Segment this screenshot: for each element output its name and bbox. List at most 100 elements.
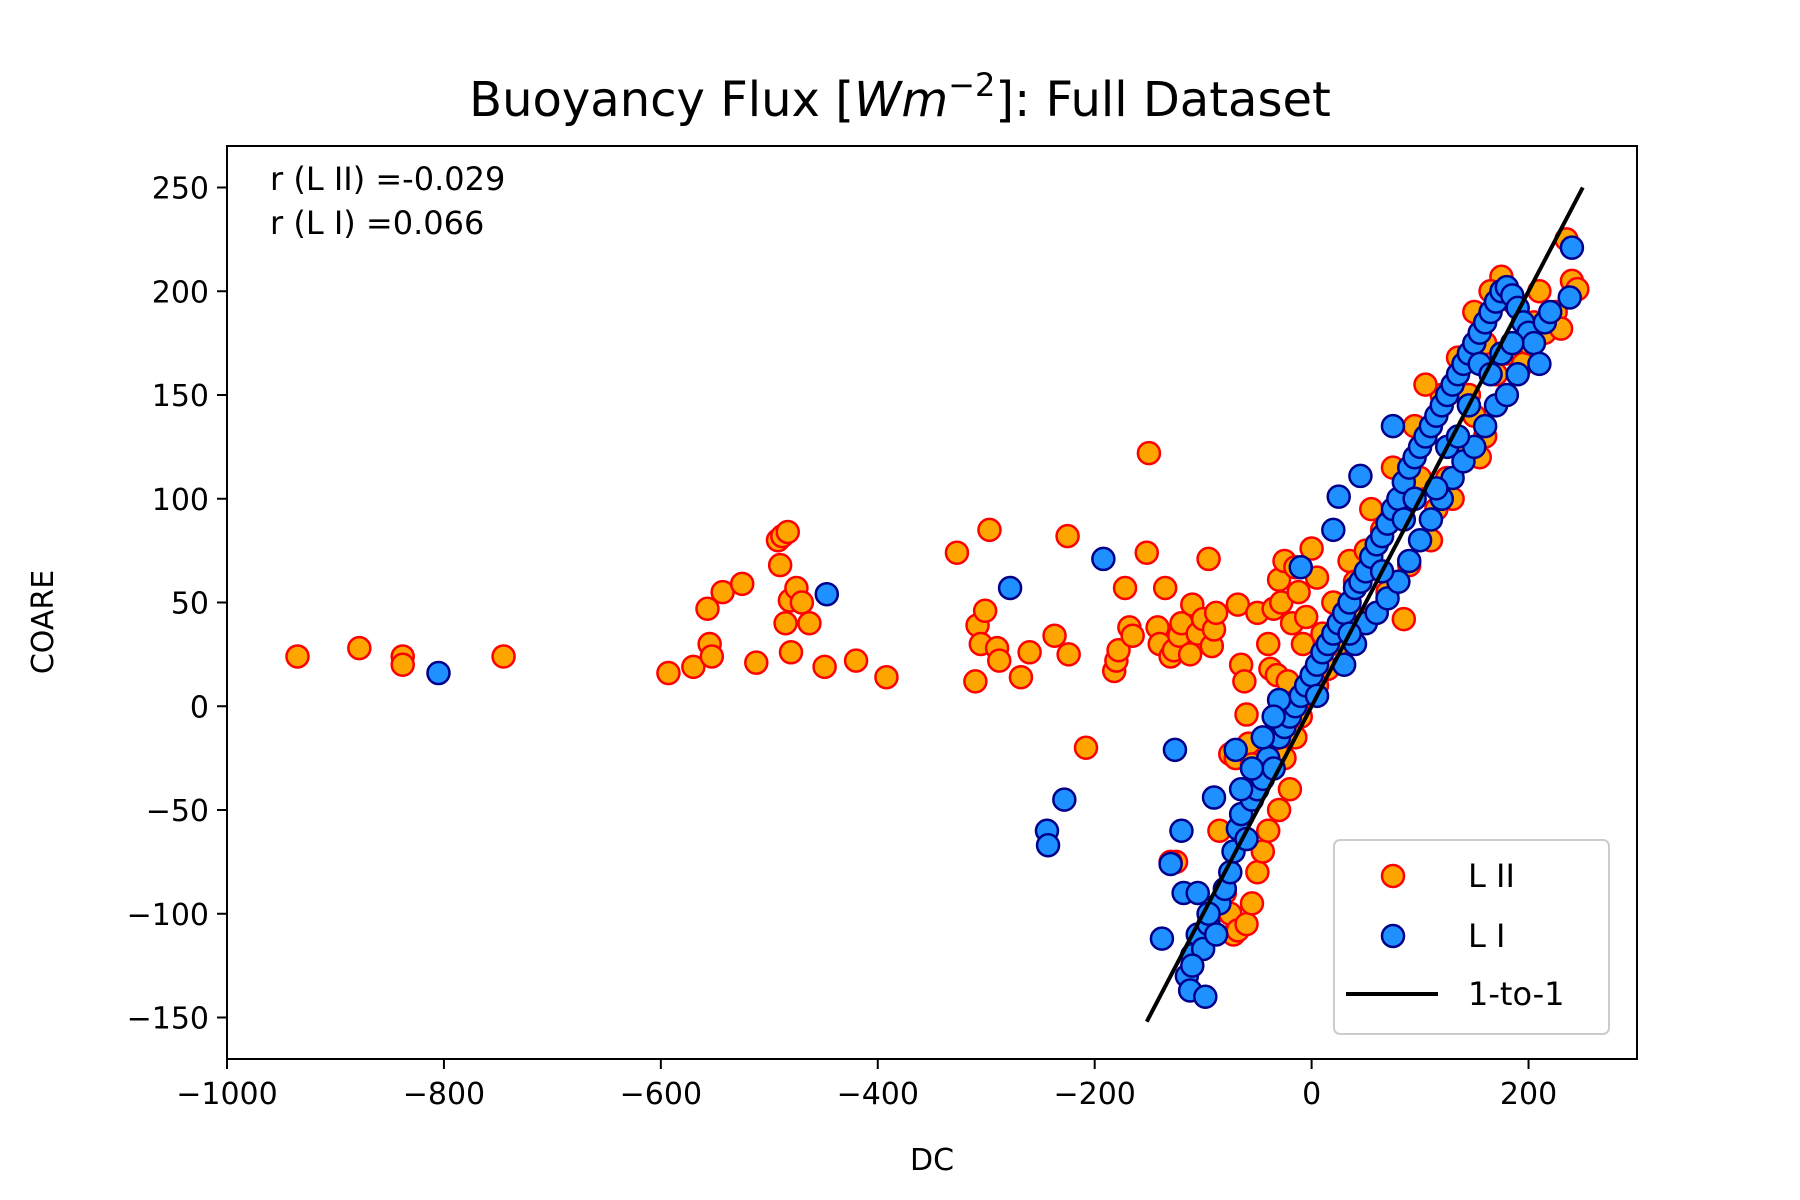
x-tick-label: −400: [837, 1077, 919, 1112]
x-tick-label: −1000: [176, 1077, 277, 1112]
scatter-point-lii: [1056, 642, 1081, 667]
scatter-point-lii: [812, 654, 837, 680]
scatter-point-lii: [699, 644, 725, 669]
scatter-point-li: [997, 575, 1023, 601]
scatter-point-lii: [1277, 777, 1303, 802]
scatter-point-li: [1288, 554, 1314, 580]
legend-box: [1333, 839, 1610, 1035]
scatter-point-li: [1035, 833, 1061, 858]
scatter-point-li: [1193, 984, 1218, 1009]
y-tick-label: 50: [171, 587, 209, 622]
scatter-point-lii: [797, 611, 822, 636]
scatter-point-li: [1348, 463, 1373, 489]
title-sup: −2: [948, 66, 995, 104]
scatter-point-li: [1185, 880, 1210, 906]
scatter-point-li: [1527, 351, 1552, 377]
scatter-point-lii: [1266, 797, 1292, 823]
scatter-points: [285, 227, 1590, 1009]
scatter-point-lii: [729, 571, 755, 597]
scatter-point-lii: [874, 664, 899, 690]
scatter-point-lii: [1255, 631, 1281, 657]
scatter-point-li: [1407, 528, 1433, 553]
scatter-point-lii: [1293, 604, 1319, 630]
legend-label-li: L I: [1468, 917, 1505, 955]
legend-label-lii: L II: [1468, 857, 1515, 895]
scatter-point-lii: [1286, 579, 1311, 605]
scatter-point-lii: [681, 654, 706, 680]
scatter-point-lii: [1055, 523, 1080, 549]
scatter-point-lii: [1106, 637, 1131, 663]
scatter-point-lii: [1112, 575, 1138, 601]
scatter-point-li: [1250, 725, 1276, 750]
x-tick-label: −200: [1053, 1077, 1135, 1112]
series-li: [426, 235, 1585, 1009]
y-tick-label: 0: [190, 690, 209, 725]
scatter-point-lii: [775, 519, 800, 545]
scatter-point-li: [1261, 704, 1286, 729]
scatter-point-li: [1180, 953, 1205, 978]
scatter-point-lii: [944, 540, 970, 565]
scatter-point-lii: [1017, 640, 1042, 665]
x-tick-label: 0: [1302, 1077, 1321, 1112]
scatter-point-lii: [1120, 623, 1145, 648]
scatter-point-lii: [1152, 575, 1178, 601]
scatter-point-li: [1158, 851, 1183, 877]
scatter-point-li: [1418, 507, 1444, 532]
scatter-point-lii: [1245, 860, 1270, 885]
scatter-point-li: [1149, 926, 1175, 951]
x-tick-label: 200: [1500, 1077, 1557, 1112]
scatter-point-li: [1537, 299, 1563, 325]
chart-title: Buoyancy Flux [Wm−2]: Full Dataset: [469, 66, 1331, 128]
scatter-point-li: [1557, 285, 1583, 310]
scatter-point-li: [1052, 787, 1077, 812]
scatter-point-lii: [1391, 606, 1417, 632]
scatter-point-li: [814, 581, 840, 607]
y-axis: −150 −100 −50 0 50 100 150 200 250: [127, 172, 227, 1037]
x-axis: −1000 −800 −600 −400 −200 0 200: [176, 1059, 1557, 1112]
scatter-point-lii: [1203, 600, 1229, 626]
scatter-point-li: [1169, 818, 1194, 843]
scatter-point-lii: [1134, 540, 1160, 565]
one-to-one-line: [1144, 186, 1585, 1023]
scatter-point-lii: [1255, 818, 1281, 843]
y-tick-label: 200: [152, 275, 209, 310]
scatter-point-lii: [986, 648, 1012, 673]
y-tick-label: −150: [127, 1002, 209, 1037]
annotation-r-li: r (L I) =0.066: [270, 204, 484, 242]
scatter-point-lii: [1232, 669, 1257, 694]
scatter-point-li: [1326, 484, 1351, 509]
scatter-point-li: [1396, 548, 1422, 574]
scatter-point-li: [1162, 737, 1188, 763]
scatter-point-lii: [1177, 642, 1203, 667]
scatter-point-li: [1505, 362, 1530, 387]
scatter-point-lii: [963, 669, 988, 694]
scatter-point-lii: [1196, 546, 1221, 572]
scatter-point-li: [1321, 517, 1346, 543]
title-pre: Buoyancy Flux [: [469, 72, 854, 128]
title-italic: Wm: [854, 72, 948, 128]
y-axis-label: COARE: [26, 570, 61, 674]
scatter-point-li: [1223, 737, 1248, 763]
scatter-point-li: [1228, 777, 1254, 802]
scatter-point-lii: [1073, 735, 1099, 760]
scatter-point-li: [1521, 330, 1547, 356]
scatter-point-lii: [843, 648, 869, 673]
y-tick-label: 150: [152, 379, 209, 414]
legend-marker-lii: [1380, 863, 1406, 889]
x-tick-label: −600: [620, 1077, 702, 1112]
y-tick-label: 100: [152, 483, 209, 518]
scatter-point-lii: [390, 652, 415, 677]
scatter-point-lii: [744, 650, 769, 675]
scatter-point-li: [1472, 413, 1498, 439]
y-tick-label: −50: [146, 794, 209, 829]
scatter-point-li: [1559, 235, 1585, 260]
title-post: ]: Full Dataset: [995, 72, 1330, 128]
scatter-point-li: [1201, 785, 1227, 810]
scatter-point-lii: [778, 640, 804, 665]
scatter-point-li: [1494, 382, 1520, 408]
scatter-point-lii: [1234, 702, 1259, 727]
scatter-point-lii: [1299, 536, 1324, 561]
x-tick-label: −800: [403, 1077, 485, 1112]
scatter-point-lii: [977, 517, 1002, 543]
